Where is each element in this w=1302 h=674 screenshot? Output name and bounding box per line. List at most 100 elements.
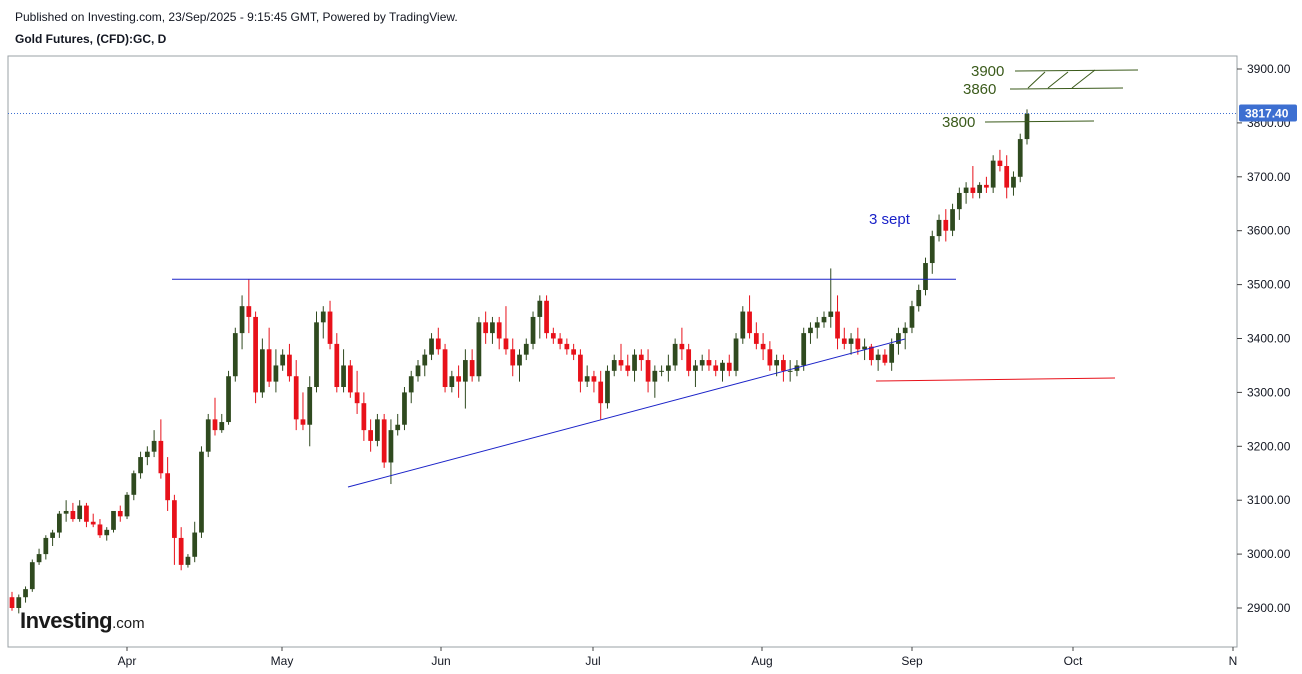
- candle-body: [713, 365, 719, 371]
- candle-body: [659, 370, 664, 372]
- candle-body: [232, 333, 238, 377]
- candle-body: [1004, 166, 1010, 188]
- candle-body: [645, 360, 651, 382]
- annotation-label: 3 sept: [869, 211, 911, 228]
- candle-body: [36, 554, 42, 563]
- candle-body: [205, 419, 211, 452]
- candle-body: [185, 556, 191, 565]
- candle-body: [408, 376, 414, 393]
- candle-body: [469, 360, 475, 377]
- candle-body: [841, 338, 847, 344]
- candle-body: [496, 322, 502, 339]
- y-tick-label: 3700.00: [1247, 170, 1291, 184]
- candle-body: [544, 300, 549, 334]
- y-tick-label: 3600.00: [1247, 224, 1291, 238]
- candle-body: [117, 510, 123, 517]
- last-price-badge: [1239, 104, 1297, 122]
- candle-body: [909, 306, 915, 328]
- candle-body: [266, 349, 272, 382]
- candle-body: [936, 219, 942, 237]
- red-level-line: [875, 377, 1116, 382]
- candle-body: [896, 333, 901, 344]
- candle-body: [151, 440, 157, 452]
- candle-body: [253, 316, 258, 393]
- candle-body: [354, 392, 360, 404]
- y-tick-label: 3400.00: [1247, 332, 1291, 346]
- candle-body: [530, 316, 536, 344]
- candle-body: [226, 376, 231, 423]
- candle-body: [192, 532, 198, 557]
- level-3800-line: [984, 120, 1095, 123]
- candle-body: [564, 343, 570, 350]
- level-3900-line: [1014, 69, 1139, 72]
- x-tick-label: Apr: [118, 654, 137, 668]
- candle-body: [956, 192, 962, 210]
- candle-body: [517, 354, 522, 366]
- candle-body: [733, 338, 739, 371]
- candle-body: [375, 419, 380, 441]
- candle-body: [706, 360, 712, 366]
- zone-hatch: [1071, 69, 1096, 89]
- candle-body: [16, 597, 22, 608]
- candle-body: [90, 521, 96, 525]
- candle-body: [523, 343, 529, 355]
- candle-body: [429, 338, 434, 355]
- candle-body: [699, 360, 705, 366]
- candle-body: [287, 354, 292, 377]
- x-tick-label: May: [271, 654, 294, 668]
- candle-body: [686, 349, 692, 371]
- candle-body: [537, 300, 543, 317]
- candle-body: [550, 333, 556, 339]
- logo-suffix: .com: [112, 615, 145, 632]
- x-tick-label: N: [1229, 654, 1238, 668]
- candle-body: [314, 322, 319, 388]
- candle-body: [320, 311, 326, 323]
- candle-body: [1011, 176, 1016, 188]
- candle-body: [808, 327, 813, 334]
- candle-body: [280, 354, 286, 366]
- candle-body: [578, 354, 583, 382]
- candle-body: [97, 524, 103, 536]
- candle-body: [950, 209, 955, 231]
- annotation-label: 3800: [942, 114, 975, 131]
- candle-body: [307, 387, 313, 425]
- candle-body: [212, 419, 218, 431]
- candle-body: [327, 311, 333, 344]
- candle-body: [483, 322, 489, 334]
- x-tick-label: Sep: [901, 654, 923, 668]
- candle-body: [347, 365, 353, 393]
- candle-body: [239, 306, 245, 334]
- candle-body: [598, 381, 604, 404]
- candle-body: [70, 510, 76, 520]
- x-tick-label: Aug: [751, 654, 772, 668]
- logo-name: Investing: [20, 608, 113, 633]
- candle-body: [1024, 113, 1030, 140]
- candle-body: [9, 597, 15, 608]
- candle-body: [199, 451, 204, 533]
- candle-body: [632, 354, 637, 371]
- candle-body: [855, 338, 861, 350]
- candle-body: [111, 510, 116, 530]
- candle-body: [165, 473, 171, 501]
- candle-body: [693, 365, 698, 371]
- candle-body: [990, 160, 996, 188]
- candle-body: [23, 589, 28, 598]
- candle-body: [43, 537, 49, 555]
- candle-body: [774, 360, 780, 366]
- chart-title: Gold Futures, (CFD):GC, D: [15, 32, 167, 46]
- candle-body: [63, 510, 69, 514]
- candle-body: [875, 354, 881, 361]
- candle-body: [84, 505, 89, 522]
- candle-body: [334, 343, 340, 388]
- candle-body: [753, 333, 759, 344]
- candle-body: [435, 338, 441, 350]
- candle-body: [476, 322, 482, 377]
- y-tick-label: 3100.00: [1247, 493, 1291, 507]
- plot-frame: [7, 55, 1238, 648]
- candle-body: [341, 365, 346, 388]
- candle-body: [977, 184, 983, 193]
- candle-body: [902, 327, 908, 334]
- candle-body: [449, 376, 455, 388]
- candle-body: [652, 370, 658, 382]
